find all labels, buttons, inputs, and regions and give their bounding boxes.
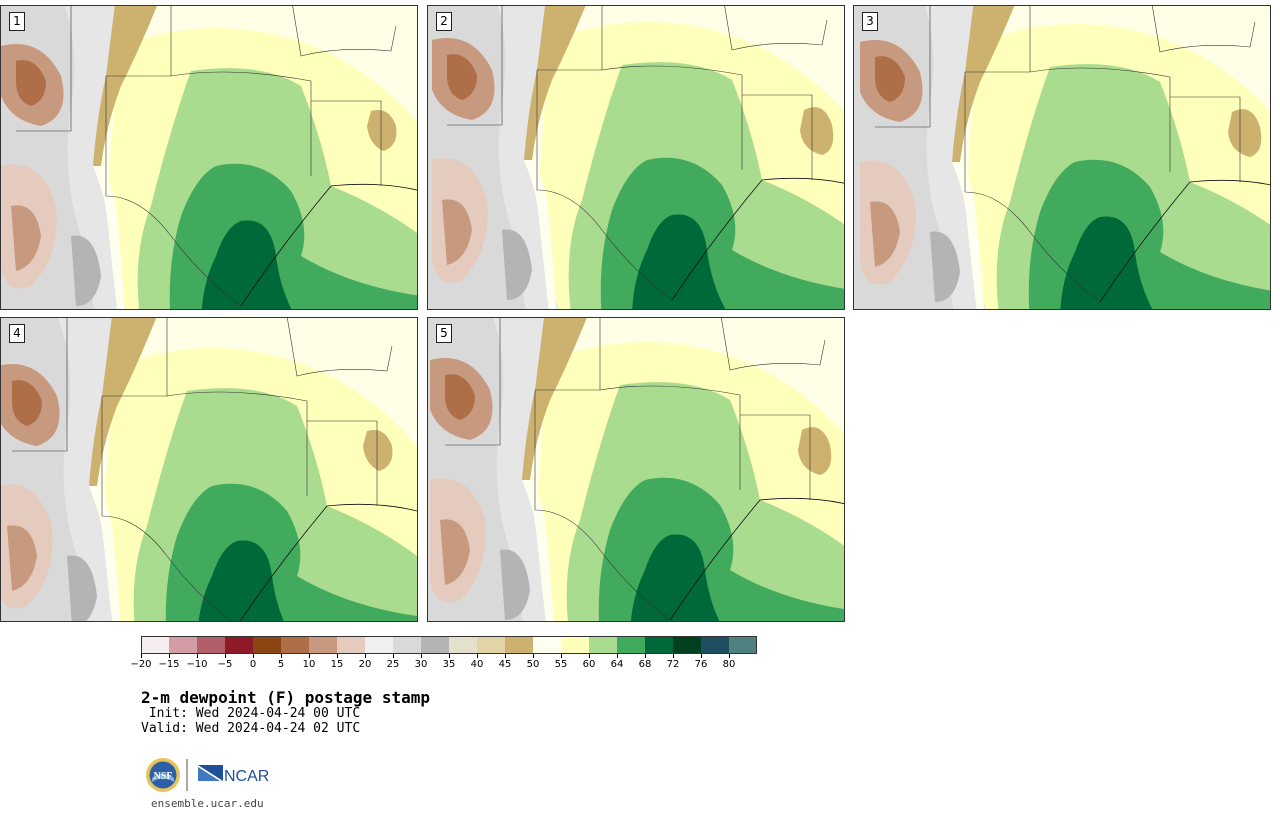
website-url: ensemble.ucar.edu bbox=[151, 797, 264, 810]
map-panel-4: 4 bbox=[0, 317, 418, 622]
svg-text:NSF: NSF bbox=[154, 771, 173, 782]
colorbar-tick-label: −5 bbox=[217, 659, 233, 670]
colorbar-segment bbox=[141, 636, 169, 654]
panel-number: 1 bbox=[9, 12, 25, 31]
colorbar-tick-label: 45 bbox=[498, 659, 512, 670]
colorbar-tick-label: −15 bbox=[158, 659, 180, 670]
colorbar-tick-label: 68 bbox=[638, 659, 652, 670]
panel-number: 3 bbox=[862, 12, 878, 31]
colorbar-tick-label: 72 bbox=[666, 659, 680, 670]
colorbar-tick-label: 0 bbox=[249, 659, 257, 670]
dewpoint-map bbox=[428, 6, 844, 309]
colorbar-segment bbox=[449, 636, 477, 654]
colorbar-segment bbox=[533, 636, 561, 654]
colorbar-segment bbox=[561, 636, 589, 654]
colorbar-tick-label: 50 bbox=[526, 659, 540, 670]
map-panel-1: 1 bbox=[0, 5, 418, 310]
colorbar-segment bbox=[673, 636, 701, 654]
dewpoint-map bbox=[428, 318, 844, 621]
init-time: Init: Wed 2024-04-24 00 UTC bbox=[141, 706, 361, 721]
colorbar-segment bbox=[225, 636, 253, 654]
colorbar-segment bbox=[309, 636, 337, 654]
colorbar-tick-label: 60 bbox=[582, 659, 596, 670]
colorbar-segment bbox=[589, 636, 617, 654]
colorbar-tick-label: 25 bbox=[386, 659, 400, 670]
colorbar-tick-label: 76 bbox=[694, 659, 708, 670]
colorbar-segment bbox=[169, 636, 197, 654]
colorbar-tick-label: 64 bbox=[610, 659, 624, 670]
colorbar-tick-label: 35 bbox=[442, 659, 456, 670]
colorbar-tick-label: −20 bbox=[130, 659, 152, 670]
colorbar-tick-label: 20 bbox=[358, 659, 372, 670]
map-panel-2: 2 bbox=[427, 5, 845, 310]
dewpoint-map bbox=[854, 6, 1270, 309]
colorbar-segment bbox=[365, 636, 393, 654]
nsf-logo: NSF bbox=[146, 758, 180, 792]
svg-text:NCAR: NCAR bbox=[224, 768, 269, 785]
colorbar-tick-label: 55 bbox=[554, 659, 568, 670]
plot-title: 2-m dewpoint (F) postage stamp bbox=[141, 688, 430, 707]
colorbar-tick-label: 15 bbox=[330, 659, 344, 670]
colorbar-tick-label: 5 bbox=[277, 659, 285, 670]
map-panel-5: 5 bbox=[427, 317, 845, 622]
valid-time: Valid: Wed 2024-04-24 02 UTC bbox=[141, 721, 361, 736]
colorbar-tick-label: −10 bbox=[186, 659, 208, 670]
colorbar-segment bbox=[421, 636, 449, 654]
colorbar-segment bbox=[281, 636, 309, 654]
dewpoint-map bbox=[1, 318, 417, 621]
colorbar-segment bbox=[729, 636, 757, 654]
panel-number: 2 bbox=[436, 12, 452, 31]
panel-number: 5 bbox=[436, 324, 452, 343]
ncar-logo: NCAR bbox=[198, 765, 269, 785]
colorbar-segment bbox=[645, 636, 673, 654]
map-panel-3: 3 bbox=[853, 5, 1271, 310]
colorbar-segment bbox=[393, 636, 421, 654]
colorbar-segment bbox=[197, 636, 225, 654]
colorbar-segment bbox=[477, 636, 505, 654]
panel-number: 4 bbox=[9, 324, 25, 343]
colorbar-segment bbox=[701, 636, 729, 654]
colorbar-segment bbox=[253, 636, 281, 654]
colorbar bbox=[141, 636, 757, 658]
colorbar-segment bbox=[617, 636, 645, 654]
colorbar-tick-label: 30 bbox=[414, 659, 428, 670]
nsf-ncar-logos: NSF NCAR bbox=[146, 758, 269, 792]
colorbar-tick-label: 80 bbox=[722, 659, 736, 670]
dewpoint-map bbox=[1, 6, 417, 309]
colorbar-tick-label: 40 bbox=[470, 659, 484, 670]
colorbar-segment bbox=[337, 636, 365, 654]
colorbar-segment bbox=[505, 636, 533, 654]
colorbar-tick-label: 10 bbox=[302, 659, 316, 670]
